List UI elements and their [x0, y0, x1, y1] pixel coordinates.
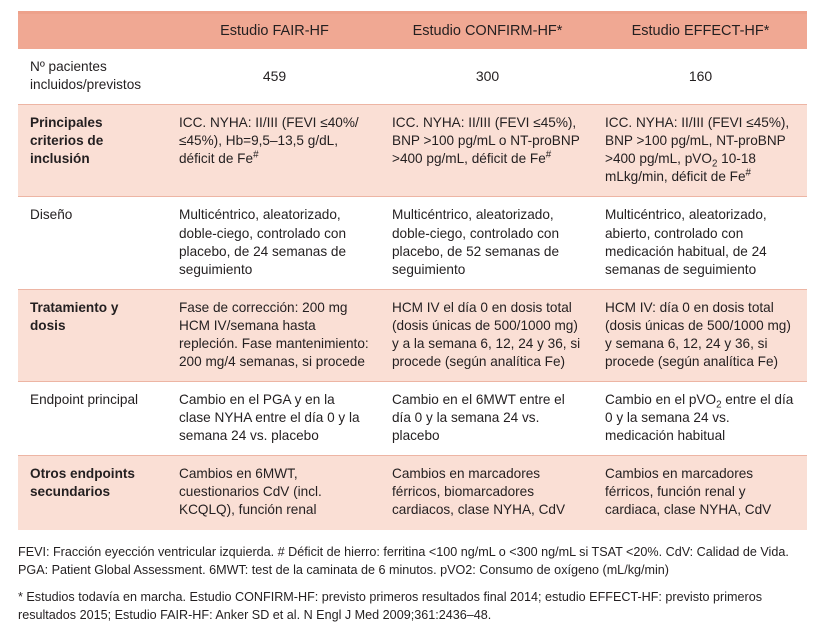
table-figure: Estudio FAIR-HF Estudio CONFIRM-HF* Estu… [18, 0, 807, 623]
cell-effect: 160 [594, 49, 807, 105]
cell-confirm: Multicéntrico, aleatorizado, doble-ciego… [381, 197, 594, 289]
cell-effect: Cambios en marcadores férricos, función … [594, 456, 807, 530]
header-cell-blank [18, 14, 168, 49]
row-divider-line [18, 288, 807, 290]
row-divider [18, 455, 807, 457]
cell-fair: Cambios en 6MWT, cuestionarios CdV (incl… [168, 456, 381, 530]
cell-effect: Multicéntrico, aleatorizado, abierto, co… [594, 197, 807, 289]
cell-effect: ICC. NYHA: II/III (FEVI ≤45%), BNP >100 … [594, 105, 807, 197]
footnote-studies: * Estudios todavía en marcha. Estudio CO… [18, 590, 763, 623]
header-cell-fair: Estudio FAIR-HF [168, 14, 381, 49]
row-label: Principales criterios de inclusión [18, 105, 168, 197]
header-cell-effect: Estudio EFFECT-HF* [594, 14, 807, 49]
cell-fair: Cambio en el PGA y en la clase NYHA entr… [168, 382, 381, 456]
footnote-abbreviations: FEVI: Fracción eyección ventricular izqu… [18, 544, 789, 577]
row-label: Otros endpoints secundarios [18, 456, 168, 530]
row-divider [18, 196, 807, 198]
cell-confirm: Cambios en marcadores férricos, biomarca… [381, 456, 594, 530]
cell-confirm: Cambio en el 6MWT entre el día 0 y la se… [381, 382, 594, 456]
top-margin [18, 0, 807, 11]
cell-fair: 459 [168, 49, 381, 105]
table-header: Estudio FAIR-HF Estudio CONFIRM-HF* Estu… [18, 14, 807, 49]
row-divider-line [18, 455, 807, 457]
study-comparison-table: Estudio FAIR-HF Estudio CONFIRM-HF* Estu… [18, 14, 807, 530]
row-divider-line [18, 381, 807, 383]
row-divider [18, 288, 807, 290]
table-body: Nº pacientes incluidos/previstos 459 300 16… [18, 49, 807, 530]
table-row: Diseño Multicéntrico, aleatorizado, doble… [18, 197, 807, 289]
table-row: Endpoint principal Cambio en el PGA y en … [18, 382, 807, 456]
cell-effect: Cambio en el pVO2 entre el día 0 y la se… [594, 382, 807, 456]
row-divider-line [18, 196, 807, 198]
row-divider [18, 104, 807, 106]
table-row: Nº pacientes incluidos/previstos 459 300 16… [18, 49, 807, 105]
cell-fair: ICC. NYHA: II/III (FEVI ≤40%/≤45%), Hb=9… [168, 105, 381, 197]
cell-confirm: 300 [381, 49, 594, 105]
table-row: Otros endpoints secundarios Cambios en 6M… [18, 456, 807, 530]
row-divider [18, 381, 807, 383]
row-label: Diseño [18, 197, 168, 289]
cell-effect: HCM IV: día 0 en dosis total (dosis únic… [594, 289, 807, 382]
table-row: Principales criterios de inclusión ICC. N… [18, 105, 807, 197]
cell-fair: Fase de corrección: 200 mg HCM IV/semana… [168, 289, 381, 382]
row-label: Tratamiento y dosis [18, 289, 168, 382]
header-row: Estudio FAIR-HF Estudio CONFIRM-HF* Estu… [18, 14, 807, 49]
cell-confirm: ICC. NYHA: II/III (FEVI ≤45%), BNP >100 … [381, 105, 594, 197]
header-cell-confirm: Estudio CONFIRM-HF* [381, 14, 594, 49]
footnotes: FEVI: Fracción eyección ventricular izqu… [18, 543, 807, 625]
row-label: Endpoint principal [18, 382, 168, 456]
cell-fair: Multicéntrico, aleatorizado, doble-ciego… [168, 197, 381, 289]
cell-confirm: HCM IV el día 0 en dosis total (dosis ún… [381, 289, 594, 382]
table-row: Tratamiento y dosis Fase de corrección: 2… [18, 289, 807, 382]
row-label: Nº pacientes incluidos/previstos [18, 49, 168, 105]
table-top-rule [18, 11, 807, 14]
row-divider-line [18, 104, 807, 106]
